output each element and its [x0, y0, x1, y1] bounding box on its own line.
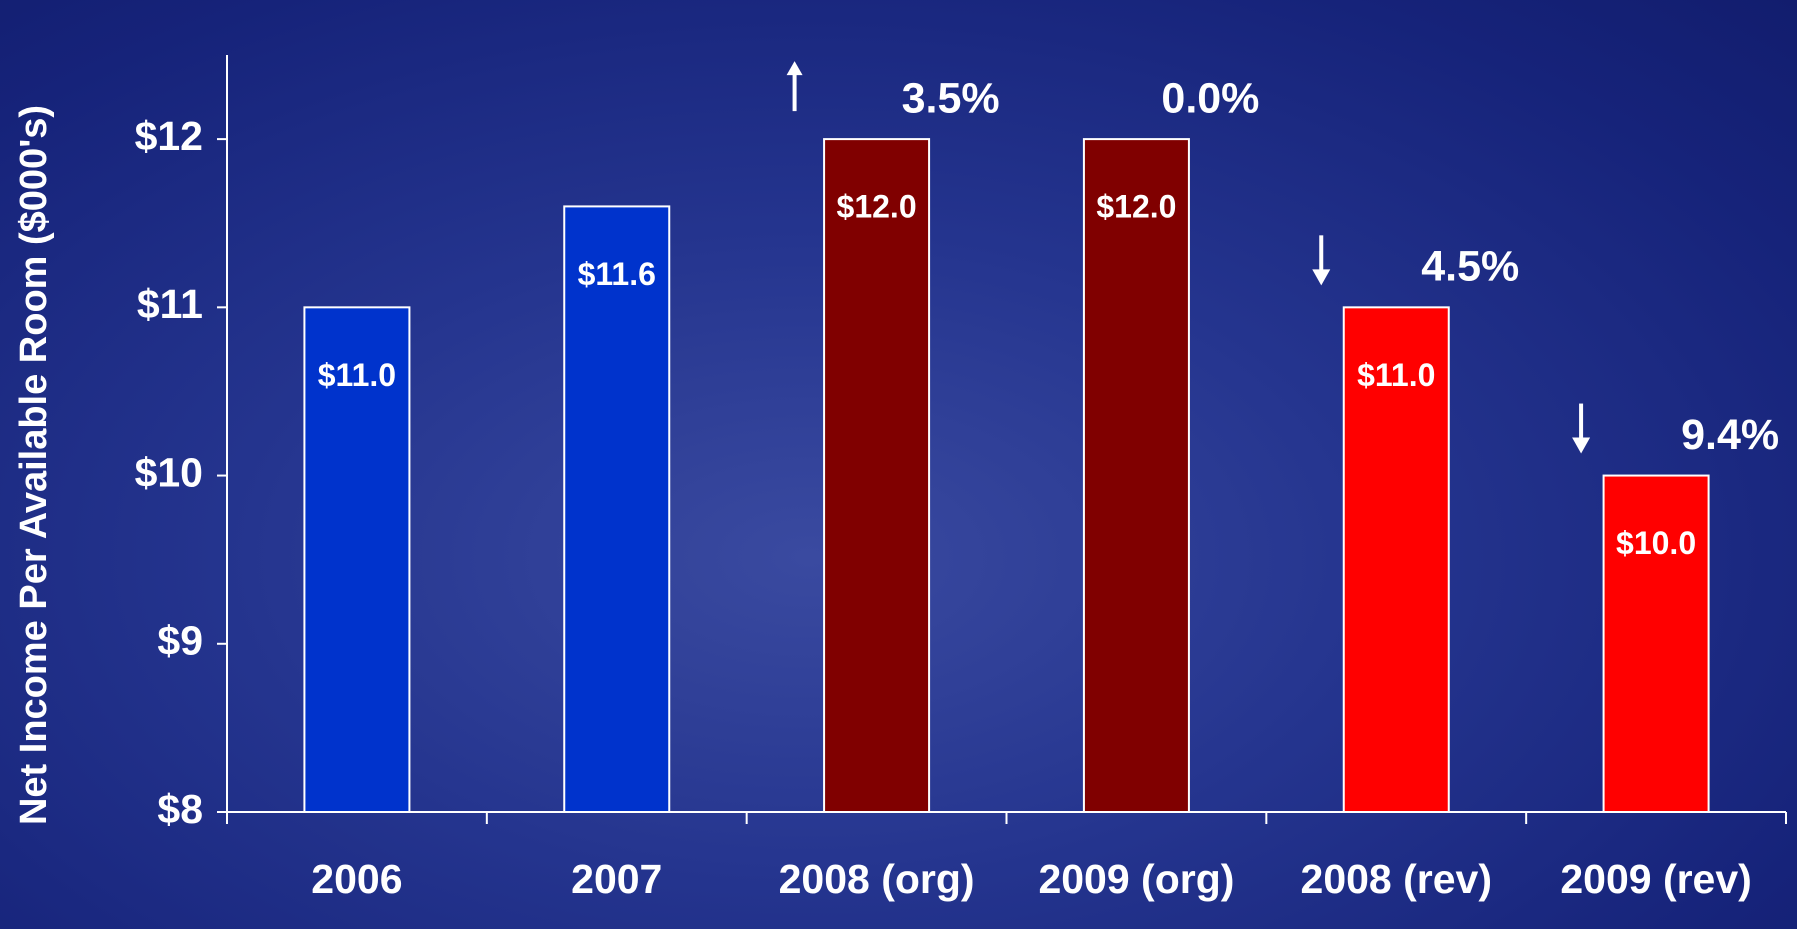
x-tick-label: 2008 (org) — [779, 856, 975, 902]
bar — [1342, 306, 1450, 813]
bar — [1082, 138, 1190, 814]
value-label: $11.0 — [318, 357, 396, 393]
x-tick-label: 2009 (rev) — [1560, 856, 1751, 902]
x-tick-label: 2009 (org) — [1038, 856, 1234, 902]
arrow-head — [1572, 437, 1591, 454]
value-label: $11.0 — [1357, 357, 1435, 393]
change-label: 3.5% — [902, 74, 1000, 122]
x-tick-label: 2007 — [571, 856, 662, 902]
x-tick-label: 2008 (rev) — [1301, 856, 1492, 902]
value-label: $12.0 — [1096, 189, 1176, 225]
y-tick-label: $12 — [135, 113, 203, 159]
value-label: $10.0 — [1616, 525, 1696, 561]
y-tick-label: $10 — [135, 449, 203, 495]
bar — [1602, 474, 1710, 813]
y-tick-label: $11 — [137, 281, 203, 327]
x-tick-label: 2006 — [311, 856, 402, 902]
arrow-head — [1312, 269, 1331, 286]
bar — [823, 138, 931, 814]
y-tick-label: $9 — [157, 618, 203, 664]
change-label: 9.4% — [1681, 411, 1779, 459]
bar — [563, 205, 671, 813]
arrow-head — [786, 61, 803, 76]
value-label: $11.6 — [578, 256, 656, 292]
y-axis-label: Net Income Per Available Room ($000's) — [13, 105, 55, 825]
bar — [303, 306, 411, 813]
y-tick-label: $8 — [157, 786, 203, 832]
change-label: 4.5% — [1421, 243, 1519, 291]
value-label: $12.0 — [837, 189, 917, 225]
change-label: 0.0% — [1161, 74, 1259, 122]
